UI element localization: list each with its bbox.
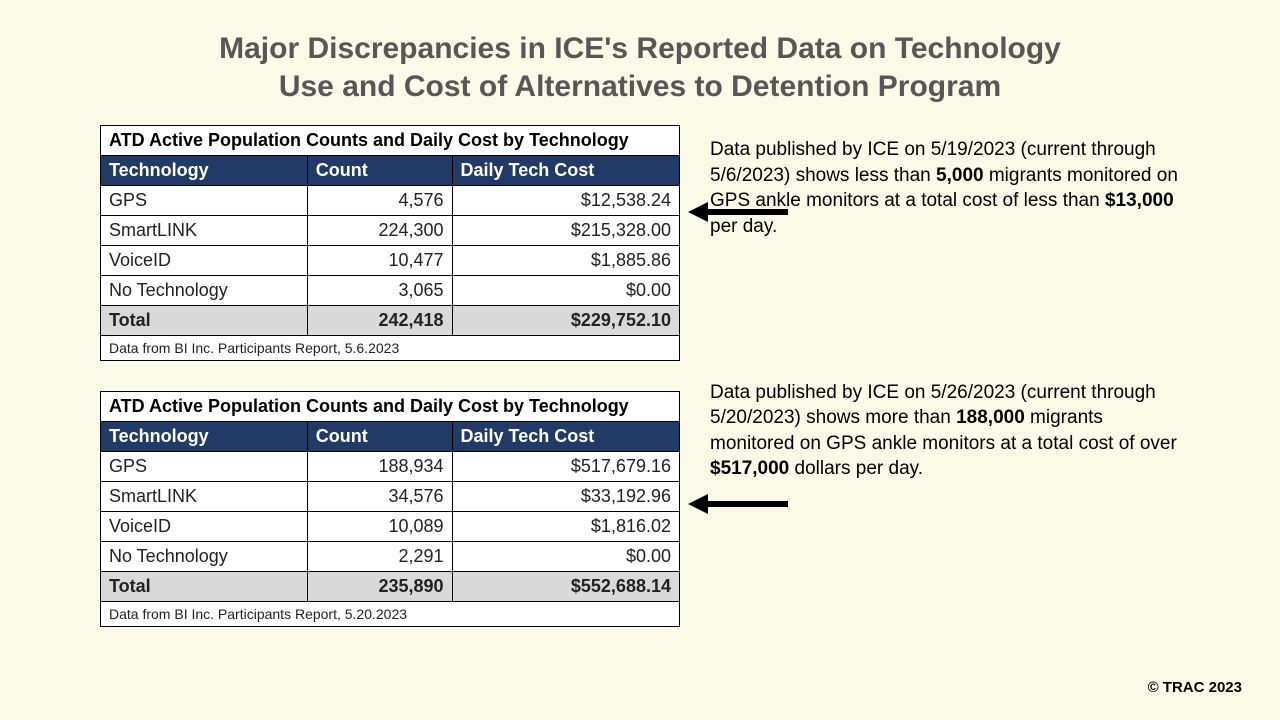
annotation-2: Data published by ICE on 5/26/2023 (curr… bbox=[710, 380, 1180, 483]
cell-cost: $1,816.02 bbox=[452, 512, 679, 542]
cell-tech: VoiceID bbox=[101, 512, 308, 542]
copyright-text: © TRAC 2023 bbox=[1148, 679, 1242, 696]
table-row: No Technology 2,291 $0.00 bbox=[101, 542, 680, 572]
arrow-head-icon bbox=[688, 494, 708, 514]
cell-cost: $0.00 bbox=[452, 276, 679, 306]
th-cost: Daily Tech Cost bbox=[452, 156, 679, 186]
data-table-2: ATD Active Population Counts and Daily C… bbox=[100, 391, 680, 627]
cell-count: 4,576 bbox=[307, 186, 452, 216]
cell-count: 10,477 bbox=[307, 246, 452, 276]
annotation-2-post: dollars per day. bbox=[789, 458, 923, 479]
data-table-1: ATD Active Population Counts and Daily C… bbox=[100, 125, 680, 361]
cell-total-count: 235,890 bbox=[307, 572, 452, 602]
table-row: GPS 4,576 $12,538.24 bbox=[101, 186, 680, 216]
arrow-shaft bbox=[706, 501, 788, 507]
table-row: No Technology 3,065 $0.00 bbox=[101, 276, 680, 306]
table-1-caption-row: ATD Active Population Counts and Daily C… bbox=[101, 126, 680, 156]
content-area: ATD Active Population Counts and Daily C… bbox=[0, 115, 1280, 657]
table-2-header-row: Technology Count Daily Tech Cost bbox=[101, 422, 680, 452]
cell-total-cost: $229,752.10 bbox=[452, 306, 679, 336]
th-technology: Technology bbox=[101, 422, 308, 452]
table-1-source-row: Data from BI Inc. Participants Report, 5… bbox=[101, 336, 680, 361]
annotation-2-b1: 188,000 bbox=[956, 407, 1025, 428]
table-1-total-row: Total 242,418 $229,752.10 bbox=[101, 306, 680, 336]
cell-count: 224,300 bbox=[307, 216, 452, 246]
tables-column: ATD Active Population Counts and Daily C… bbox=[100, 125, 680, 657]
table-row: VoiceID 10,477 $1,885.86 bbox=[101, 246, 680, 276]
th-cost: Daily Tech Cost bbox=[452, 422, 679, 452]
cell-cost: $12,538.24 bbox=[452, 186, 679, 216]
cell-cost: $0.00 bbox=[452, 542, 679, 572]
cell-total-count: 242,418 bbox=[307, 306, 452, 336]
cell-tech: GPS bbox=[101, 186, 308, 216]
cell-count: 34,576 bbox=[307, 482, 452, 512]
arrow-head-icon bbox=[688, 202, 708, 222]
cell-tech: No Technology bbox=[101, 276, 308, 306]
annotation-1: Data published by ICE on 5/19/2023 (curr… bbox=[710, 137, 1180, 240]
cell-cost: $33,192.96 bbox=[452, 482, 679, 512]
table-block-2: ATD Active Population Counts and Daily C… bbox=[100, 391, 680, 627]
title-line-2: Use and Cost of Alternatives to Detentio… bbox=[279, 70, 1001, 103]
table-row: SmartLINK 34,576 $33,192.96 bbox=[101, 482, 680, 512]
cell-tech: GPS bbox=[101, 452, 308, 482]
annotation-2-b2: $517,000 bbox=[710, 458, 789, 479]
title-line-1: Major Discrepancies in ICE's Reported Da… bbox=[219, 32, 1061, 65]
cell-tech: SmartLINK bbox=[101, 216, 308, 246]
table-row: VoiceID 10,089 $1,816.02 bbox=[101, 512, 680, 542]
table-row: GPS 188,934 $517,679.16 bbox=[101, 452, 680, 482]
table-2-total-row: Total 235,890 $552,688.14 bbox=[101, 572, 680, 602]
th-count: Count bbox=[307, 422, 452, 452]
th-count: Count bbox=[307, 156, 452, 186]
arrow-shaft bbox=[706, 209, 788, 215]
cell-total-label: Total bbox=[101, 306, 308, 336]
arrow-left-icon bbox=[688, 202, 788, 222]
table-2-caption: ATD Active Population Counts and Daily C… bbox=[101, 392, 680, 422]
table-2-source-row: Data from BI Inc. Participants Report, 5… bbox=[101, 602, 680, 627]
annotation-1-b1: 5,000 bbox=[936, 165, 984, 186]
cell-tech: No Technology bbox=[101, 542, 308, 572]
cell-count: 3,065 bbox=[307, 276, 452, 306]
page-title: Major Discrepancies in ICE's Reported Da… bbox=[0, 0, 1280, 115]
table-block-1: ATD Active Population Counts and Daily C… bbox=[100, 125, 680, 361]
th-technology: Technology bbox=[101, 156, 308, 186]
table-1-header-row: Technology Count Daily Tech Cost bbox=[101, 156, 680, 186]
cell-count: 10,089 bbox=[307, 512, 452, 542]
cell-cost: $517,679.16 bbox=[452, 452, 679, 482]
table-1-caption: ATD Active Population Counts and Daily C… bbox=[101, 126, 680, 156]
cell-cost: $215,328.00 bbox=[452, 216, 679, 246]
cell-total-cost: $552,688.14 bbox=[452, 572, 679, 602]
annotation-1-b2: $13,000 bbox=[1105, 190, 1174, 211]
cell-total-label: Total bbox=[101, 572, 308, 602]
cell-tech: SmartLINK bbox=[101, 482, 308, 512]
table-row: SmartLINK 224,300 $215,328.00 bbox=[101, 216, 680, 246]
cell-count: 2,291 bbox=[307, 542, 452, 572]
cell-count: 188,934 bbox=[307, 452, 452, 482]
arrow-left-icon bbox=[688, 494, 788, 514]
table-1-source: Data from BI Inc. Participants Report, 5… bbox=[101, 336, 680, 361]
table-2-caption-row: ATD Active Population Counts and Daily C… bbox=[101, 392, 680, 422]
cell-cost: $1,885.86 bbox=[452, 246, 679, 276]
table-2-source: Data from BI Inc. Participants Report, 5… bbox=[101, 602, 680, 627]
cell-tech: VoiceID bbox=[101, 246, 308, 276]
